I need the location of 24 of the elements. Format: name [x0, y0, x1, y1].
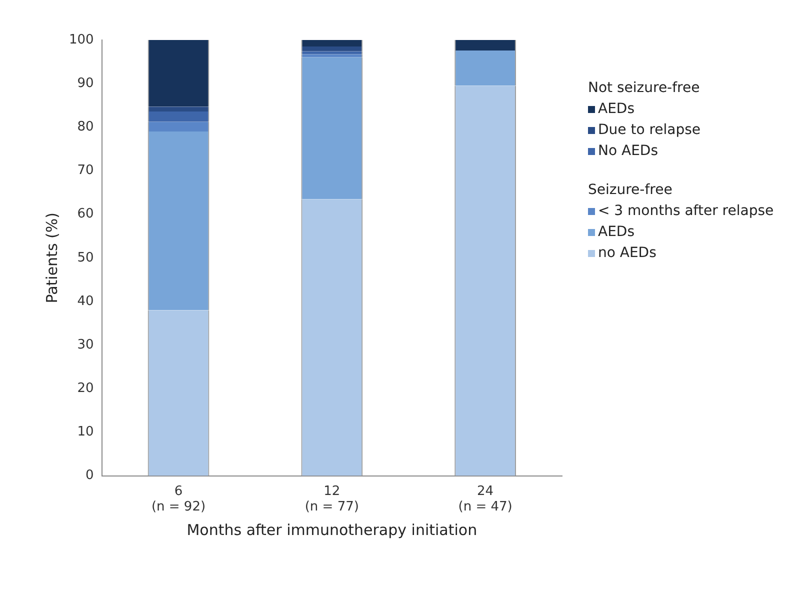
y-tick-label: 100 [68, 32, 94, 48]
y-tick-label: 30 [77, 337, 94, 352]
x-tick-label: 24 (n = 47) [458, 484, 512, 515]
y-tick-label: 50 [77, 250, 94, 266]
x-axis-title: Months after immunotherapy initiation [186, 520, 478, 539]
y-tick-label: 40 [77, 294, 94, 309]
y-tick-label: 70 [77, 163, 94, 178]
legend-label: No AEDs [598, 142, 658, 161]
x-tick-label: 6 (n = 92) [151, 484, 206, 515]
y-tick-label: 0 [86, 468, 94, 484]
legend-label: Due to relapse [598, 121, 701, 140]
text: Not seizure-free [588, 79, 701, 98]
x-tick-label: 12 (n = 77) [304, 484, 359, 515]
y-tick-label: 20 [77, 381, 94, 396]
y-tick-label: 60 [77, 206, 94, 222]
legend-label: AEDs [598, 100, 634, 119]
y-tick-label: 90 [77, 76, 94, 91]
y-axis-title: Patients (%) [42, 212, 61, 304]
legend-label: AEDs [598, 223, 634, 242]
y-tick-label: 80 [77, 120, 94, 135]
y-tick-label: 10 [77, 424, 94, 440]
legend-label: < 3 months after relapse [598, 202, 774, 221]
text: Seizure-free [588, 181, 674, 200]
legend-label: no AEDs [598, 244, 656, 263]
